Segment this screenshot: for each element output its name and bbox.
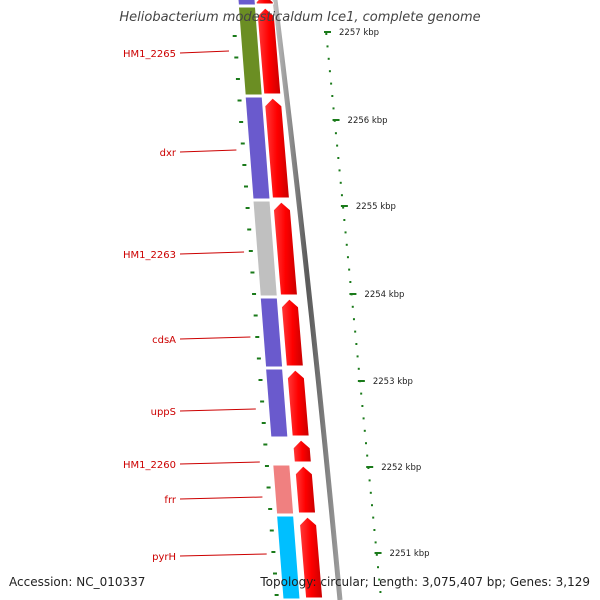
scale-label: 2254 kbp <box>364 290 404 300</box>
cds-arrow-layer <box>255 0 324 599</box>
gene-label-HM1_2263: HM1_2263 <box>123 250 176 261</box>
gene-label-dxr: dxr <box>160 148 177 159</box>
gene-label-leader <box>179 50 229 54</box>
gene-label-leader <box>179 553 267 557</box>
gene-block-cdsA[interactable] <box>259 297 284 368</box>
scale-label: 2256 kbp <box>348 116 388 126</box>
scale-label: 2255 kbp <box>356 202 396 212</box>
cds-arrow-dxr[interactable] <box>264 97 290 199</box>
scale-label: 2252 kbp <box>381 463 421 473</box>
scale-label: 2253 kbp <box>373 377 413 387</box>
gene-label-frr: frr <box>164 495 176 506</box>
scale-label: 2251 kbp <box>390 549 430 559</box>
cds-arrow-HM1_2263[interactable] <box>272 201 299 296</box>
cds-arrow-pyrH[interactable] <box>299 516 324 599</box>
cds-arrow-uppS[interactable] <box>286 369 310 437</box>
gene-block-pyrH[interactable] <box>276 515 301 600</box>
gene-block-uppS[interactable] <box>265 368 289 438</box>
tick-layer <box>232 31 382 596</box>
gene-layer <box>237 0 301 600</box>
gene-label-cdsA: cdsA <box>152 335 176 346</box>
gene-label-leader <box>179 251 245 255</box>
cds-arrow-start[interactable] <box>255 0 274 5</box>
accession-text: Accession: NC_010337 <box>9 575 146 589</box>
gene-label-uppS: uppS <box>151 407 176 418</box>
backbone-ring <box>272 0 343 600</box>
gene-label-HM1_2265: HM1_2265 <box>123 49 176 60</box>
gene-block-HM1_2263[interactable] <box>252 200 278 297</box>
cds-arrow-cdsA[interactable] <box>280 298 304 367</box>
gene-block-dxr[interactable] <box>244 96 271 200</box>
gene-block-frr[interactable] <box>272 464 295 515</box>
cds-arrow-HM1_2260[interactable] <box>292 439 312 463</box>
gene-label-leader <box>179 461 260 465</box>
gene-block-start[interactable] <box>237 0 256 6</box>
scale-label: 2257 kbp <box>339 28 379 38</box>
gene-block-HM1_2265[interactable] <box>237 6 263 96</box>
gene-label-leader <box>179 408 256 412</box>
gene-label-leader <box>179 149 237 153</box>
gene-label-pyrH: pyrH <box>152 552 176 563</box>
topology-text: Topology: circular; Length: 3,075,407 bp… <box>260 575 590 589</box>
cds-arrow-HM1_2265[interactable] <box>256 7 282 95</box>
gene-label-leader <box>179 496 263 500</box>
cds-arrow-frr[interactable] <box>294 465 317 514</box>
gene-label-leader <box>179 336 251 340</box>
map-title: Heliobacterium modesticaldum Ice1, compl… <box>119 10 481 25</box>
gene-label-HM1_2260: HM1_2260 <box>123 460 176 471</box>
